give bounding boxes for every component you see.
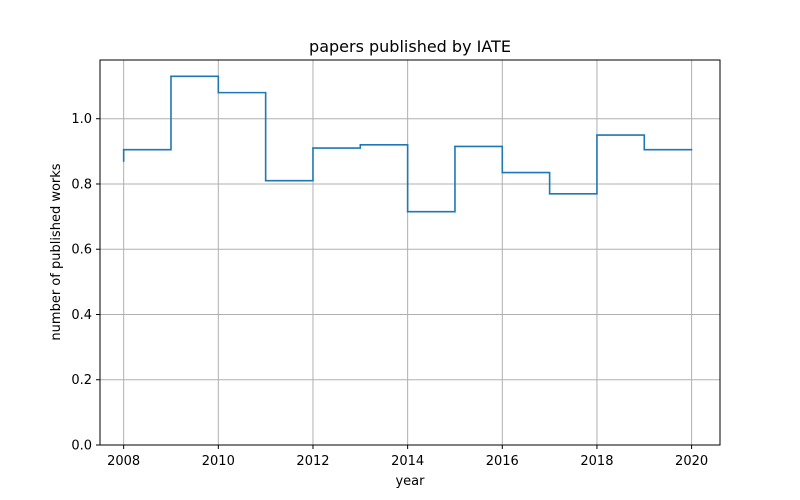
data-point <box>643 148 646 151</box>
axis-ticks: 2008 2010 2012 2014 2016 2018 2020 0.0 0.2 0.4 0.6… <box>71 112 708 469</box>
x-tick-label: 2012 <box>296 454 329 469</box>
x-tick-label: 2014 <box>391 454 424 469</box>
data-point <box>217 91 220 94</box>
data-point <box>359 144 362 146</box>
x-tick-label: 2016 <box>486 454 519 469</box>
series-step-line <box>122 75 692 213</box>
data-point <box>312 147 314 149</box>
data-point <box>122 148 125 151</box>
data-point <box>122 160 125 162</box>
data-point <box>501 171 504 174</box>
data-point <box>596 134 598 136</box>
grid <box>100 60 720 446</box>
y-tick-label: 0.8 <box>71 177 92 192</box>
x-tick-label: 2020 <box>675 454 708 469</box>
y-tick-label: 0.2 <box>71 373 92 388</box>
data-point <box>170 75 172 78</box>
data-point <box>690 148 693 151</box>
y-tick-label: 0.6 <box>71 243 92 258</box>
y-tick-label: 0.0 <box>71 439 92 454</box>
chart-title: papers published by IATE <box>309 37 511 56</box>
series-layer <box>122 75 693 213</box>
data-point <box>548 192 551 195</box>
data-point <box>264 179 267 182</box>
data-point <box>454 145 456 148</box>
x-tick-label: 2018 <box>580 454 613 469</box>
x-tick-label: 2008 <box>107 454 140 469</box>
data-point <box>406 210 409 213</box>
x-tick-label: 2010 <box>202 454 235 469</box>
x-axis-title: year <box>395 474 425 489</box>
y-axis-title: number of published works <box>49 163 64 340</box>
y-tick-label: 1.0 <box>71 112 92 127</box>
y-tick-label: 0.4 <box>71 308 92 323</box>
plot-frame <box>99 59 721 446</box>
